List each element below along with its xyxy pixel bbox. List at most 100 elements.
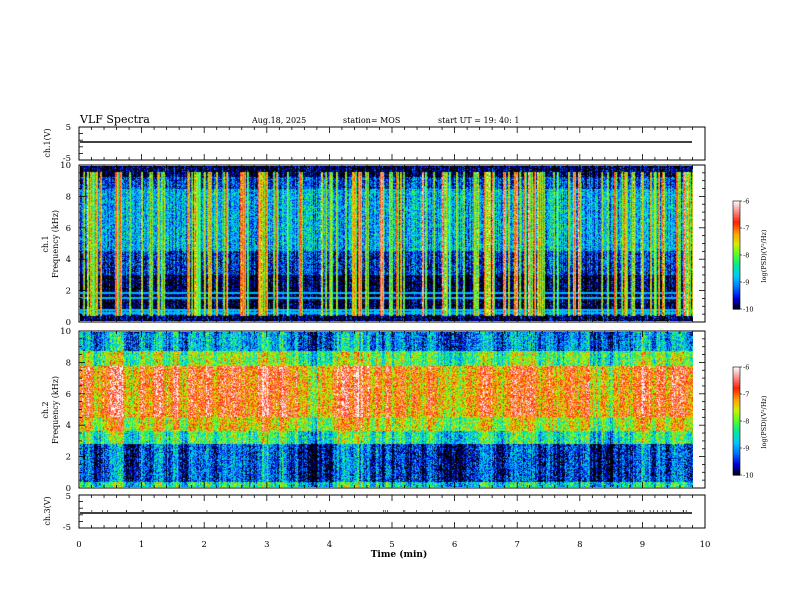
colorbar-segment (733, 383, 740, 386)
colorbar-segment (733, 453, 740, 456)
colorbar-segment (733, 225, 740, 228)
ch1-spectrogram-ylabel-2: Frequency (kHz) (51, 210, 60, 278)
colorbar-segment (733, 265, 740, 268)
ch2-spectrogram-xticks (78, 331, 706, 488)
ch1-spectrogram-image (80, 166, 693, 321)
colorbar-segment (733, 221, 740, 224)
colorbar-segment (733, 255, 740, 258)
y-tick-label: 10 (60, 161, 71, 171)
colorbar-tick-label: -7 (743, 391, 749, 399)
colorbar-segment (733, 415, 740, 418)
colorbar-segment (733, 289, 740, 292)
ch2-colorbar: -6 -7 -8 -9 -10 log(PSD)(V²/Hz) (732, 364, 768, 480)
ch1-waveform-ylabel: ch.1(V) (43, 128, 52, 157)
colorbar-segment (733, 455, 740, 458)
colorbar-segment (733, 281, 740, 284)
colorbar-tick-label: -8 (743, 252, 749, 260)
colorbar-segment (733, 467, 740, 470)
colorbar-segment (733, 405, 740, 408)
y-tick-label: 2 (66, 287, 71, 297)
colorbar-segment (733, 407, 740, 410)
colorbar-tick-label: -10 (743, 306, 753, 314)
colorbar-segment (733, 285, 740, 288)
colorbar-segment (733, 291, 740, 294)
start-ut-label: start UT = 19: 40: 1 (438, 116, 519, 125)
colorbar-segment (733, 231, 740, 234)
colorbar-tick-label: -6 (743, 198, 749, 206)
colorbar-segment (733, 261, 740, 264)
colorbar-segment (733, 381, 740, 384)
colorbar-segment (733, 371, 740, 374)
ch3-ytick-bottom: -5 (63, 523, 71, 533)
colorbar-segment (733, 245, 740, 248)
colorbar-segment (733, 283, 740, 286)
colorbar-segment (733, 471, 740, 474)
figure-title: VLF Spectra (79, 113, 150, 126)
colorbar-segment (733, 397, 740, 400)
colorbar-tick-label: -8 (743, 418, 749, 426)
colorbar-segment (733, 207, 740, 210)
colorbar-segment (733, 223, 740, 226)
colorbar-tick-label: -6 (743, 364, 749, 372)
colorbar-segment (733, 465, 740, 468)
colorbar-segment (733, 209, 740, 212)
colorbar-segment (733, 459, 740, 462)
colorbar-segment (733, 447, 740, 450)
colorbar-segment (733, 213, 740, 216)
colorbar-segment (733, 403, 740, 406)
x-tick-label: 2 (201, 540, 206, 550)
colorbar-segment (733, 277, 740, 280)
ch2-spectrogram-panel: 0 2 4 6 8 10 ch.2 Frequency (kHz) -6 -7 -8 -9 -10… (41, 327, 768, 494)
colorbar-segment (733, 385, 740, 388)
ch1-spectrogram-yticks: 0 2 4 6 8 10 (60, 161, 705, 328)
colorbar-segment (733, 263, 740, 266)
colorbar-segment (733, 297, 740, 300)
colorbar-segment (733, 391, 740, 394)
colorbar-segment (733, 451, 740, 454)
ch1-ytick-top: 5 (66, 123, 71, 133)
ch2-spectrogram-image (80, 332, 693, 487)
colorbar-segment (733, 387, 740, 390)
colorbar-segment (733, 435, 740, 438)
x-tick-label: 6 (452, 540, 457, 550)
colorbar-segment (733, 401, 740, 404)
x-axis-label: Time (min) (371, 549, 428, 560)
ch1-spectrogram-ylabel-1: ch.1 (41, 235, 50, 252)
y-tick-label: 10 (60, 327, 71, 337)
ch3-ytick-top: 5 (66, 492, 71, 502)
ch1-spectrogram-panel: 0 2 4 6 8 10 ch.1 Frequency (kHz) -6 -7 -8 -9 -10… (41, 161, 768, 328)
colorbar-segment (733, 201, 740, 204)
ch1-ytick-bottom: -5 (63, 154, 71, 164)
colorbar-segment (733, 417, 740, 420)
colorbar-segment (733, 249, 740, 252)
colorbar-label: log(PSD)(V²/Hz) (760, 229, 768, 282)
colorbar-segment (733, 423, 740, 426)
colorbar-segment (733, 449, 740, 452)
x-tick-label: 5 (389, 540, 394, 550)
colorbar-segment (733, 427, 740, 430)
colorbar-segment (733, 233, 740, 236)
colorbar-tick-label: -9 (743, 445, 749, 453)
x-tick-label: 9 (640, 540, 645, 550)
ch3-waveform-ticks (78, 494, 706, 529)
colorbar-segment (733, 421, 740, 424)
ch3-waveform-panel: 5 -5 ch.3(V) 0 1 2 3 4 5 6 7 8 9 10 (43, 492, 710, 550)
x-tick-label: 1 (139, 540, 144, 550)
colorbar-segment (733, 219, 740, 222)
colorbar-label: log(PSD)(V²/Hz) (760, 395, 768, 448)
colorbar-segment (733, 243, 740, 246)
station-label: station= MOS (343, 116, 400, 125)
colorbar-segment (733, 239, 740, 242)
colorbar-segment (733, 307, 740, 310)
colorbar-segment (733, 409, 740, 412)
y-tick-label: 0 (66, 318, 71, 328)
colorbar-segment (733, 247, 740, 250)
colorbar-segment (733, 395, 740, 398)
y-tick-label: 6 (66, 390, 71, 400)
colorbar-segment (733, 375, 740, 378)
ch1-waveform-panel: 5 -5 ch.1(V) (43, 123, 706, 164)
x-tick-label: 8 (577, 540, 582, 550)
colorbar-segment (733, 425, 740, 428)
colorbar-segment (733, 203, 740, 206)
